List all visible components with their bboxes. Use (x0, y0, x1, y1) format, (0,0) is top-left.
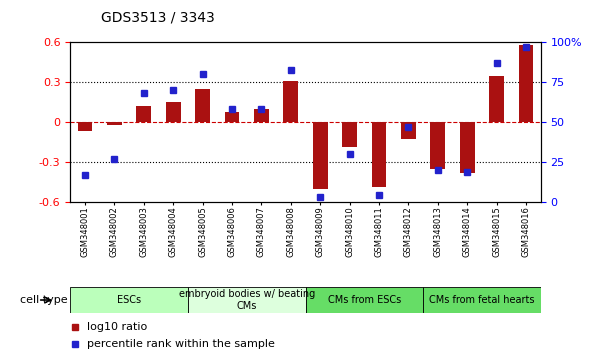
Bar (342, 122, 357, 147)
Bar (254, 109, 269, 122)
Bar (166, 102, 180, 122)
Bar (225, 112, 240, 122)
Bar (519, 45, 533, 122)
Bar (460, 122, 475, 172)
FancyBboxPatch shape (70, 287, 188, 313)
Text: CMs from fetal hearts: CMs from fetal hearts (429, 295, 535, 305)
Bar (78, 122, 92, 131)
FancyBboxPatch shape (423, 287, 541, 313)
FancyBboxPatch shape (306, 287, 423, 313)
Text: log10 ratio: log10 ratio (87, 321, 147, 332)
Text: cell type: cell type (20, 295, 67, 305)
Bar (107, 122, 122, 125)
Text: GDS3513 / 3343: GDS3513 / 3343 (101, 11, 214, 25)
Text: ESCs: ESCs (117, 295, 141, 305)
Text: CMs from ESCs: CMs from ESCs (327, 295, 401, 305)
Bar (401, 122, 415, 139)
Text: embryoid bodies w/ beating
CMs: embryoid bodies w/ beating CMs (178, 289, 315, 311)
Bar (431, 122, 445, 169)
Bar (489, 76, 504, 122)
Text: percentile rank within the sample: percentile rank within the sample (87, 339, 274, 349)
Bar (313, 122, 327, 188)
Bar (196, 89, 210, 122)
Bar (284, 81, 298, 122)
FancyBboxPatch shape (188, 287, 306, 313)
Bar (371, 122, 386, 187)
Bar (136, 106, 151, 122)
